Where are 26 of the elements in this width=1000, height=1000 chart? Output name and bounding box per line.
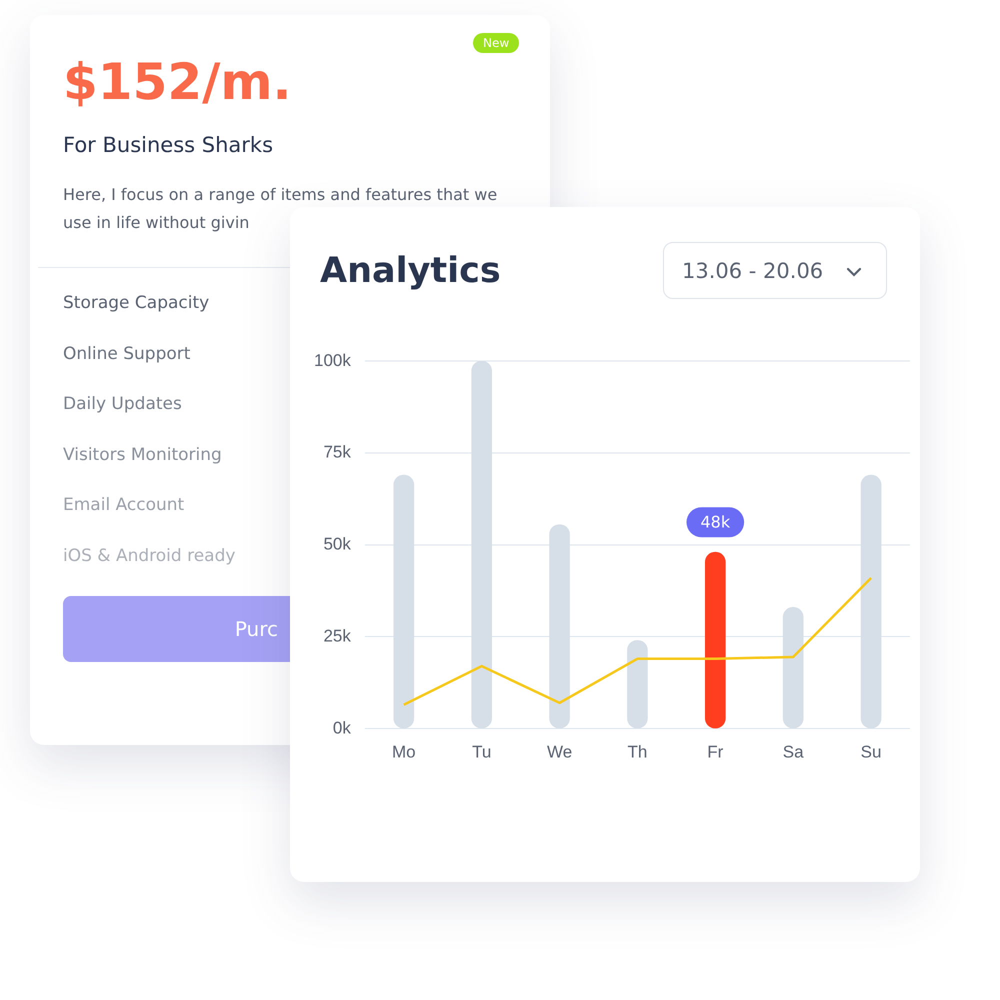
x-tick-label: Fr [707,742,724,762]
data-label: 48k [700,512,731,532]
text: New [473,33,520,53]
x-tick-label: Tu [472,742,492,762]
y-tick-label: 50k [323,534,352,554]
text: $152/m. [63,53,292,111]
x-tick-label: Su [860,742,882,762]
x-tick-label: We [546,742,572,762]
text: Online Support [63,344,190,364]
text: 13.06 - 20.06 [663,242,887,299]
x-tick-label: Sa [782,742,804,762]
text: Purc [234,617,278,641]
x-tick-label: Th [628,742,648,762]
y-tick-label: 75k [323,442,352,462]
text: Here, I focus on a range of items and features that we use in life without givin [63,184,498,234]
y-tick-label: 100k [314,350,352,370]
text: Email Account [63,495,184,515]
text: iOS & Android ready [63,546,236,566]
text: Daily Updates [63,394,182,414]
chart-title: Analytics [320,251,501,291]
text: Visitors Monitoring [63,444,222,464]
x-tick-label: Mo [392,742,416,762]
y-tick-label: 25k [323,626,352,646]
text: Storage Capacity [63,293,210,313]
text: For Business Sharks [63,133,274,157]
y-tick-label: 0k [332,718,352,738]
